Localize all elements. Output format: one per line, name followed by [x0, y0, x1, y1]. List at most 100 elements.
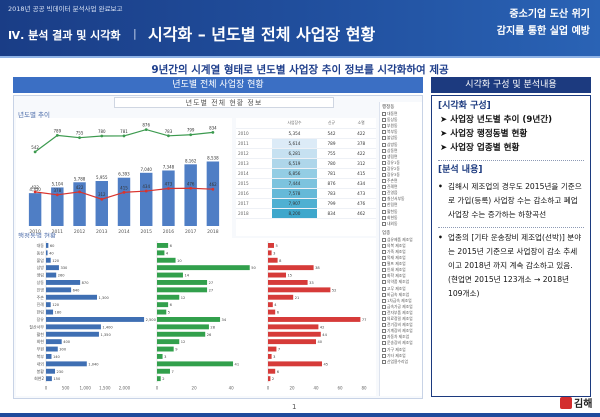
district-bar-label: 9 [175, 348, 178, 352]
filter-item[interactable]: 기계장비 제조업 [382, 328, 420, 334]
checkbox-icon[interactable] [382, 160, 386, 165]
checkbox-icon[interactable] [382, 280, 386, 285]
checkbox-icon[interactable] [382, 347, 386, 352]
filter-item[interactable]: 인쇄 제조업 [382, 267, 420, 273]
checkbox-icon[interactable] [382, 215, 386, 220]
filter-item[interactable]: 운송장비 제조업 [382, 340, 420, 346]
filter-item[interactable]: 가죽 제조업 [382, 249, 420, 255]
checkbox-icon[interactable] [382, 197, 386, 202]
checkbox-icon[interactable] [382, 203, 386, 208]
filter-item[interactable]: 펄프 제조업 [382, 261, 420, 267]
filter-item-label: 의료정밀 제조업 [387, 316, 413, 322]
checkbox-icon[interactable] [382, 237, 386, 242]
filter-item[interactable]: 전자부품 제조업 [382, 310, 420, 316]
checkbox-icon[interactable] [382, 130, 386, 135]
filter-item[interactable]: 회현동 [382, 215, 420, 221]
checkbox-icon[interactable] [382, 353, 386, 358]
filter-item[interactable]: 진례면 [382, 184, 420, 190]
district-label: 한림 [37, 309, 45, 315]
filter-item[interactable]: 가구 제조업 [382, 346, 420, 352]
district-bar-label: 21 [295, 296, 300, 300]
checkbox-icon[interactable] [382, 118, 386, 123]
filter-item[interactable]: 부원동 [382, 123, 420, 129]
checkbox-icon[interactable] [382, 359, 386, 364]
district-bar-label: 3 [273, 355, 275, 359]
checkbox-icon[interactable] [382, 256, 386, 261]
checkbox-icon[interactable] [382, 142, 386, 147]
checkbox-icon[interactable] [382, 112, 386, 117]
checkbox-icon[interactable] [382, 179, 386, 184]
district-bar-label: 50 [251, 266, 256, 270]
district-bar-label: 230 [57, 370, 65, 374]
checkbox-icon[interactable] [382, 191, 386, 196]
checkbox-icon[interactable] [382, 274, 386, 279]
filter-item[interactable]: 화학 제조업 [382, 273, 420, 279]
filter-item[interactable]: 장유3동 [382, 172, 420, 178]
filter-item[interactable]: 섬유제품 제조업 [382, 237, 420, 243]
filter-item-label: 목재 제조업 [387, 255, 406, 261]
filter-item[interactable]: 기타 제조업 [382, 353, 420, 359]
checkbox-icon[interactable] [382, 304, 386, 309]
filter-item[interactable]: 한림면 [382, 202, 420, 208]
checkbox-icon[interactable] [382, 172, 386, 177]
filter-item[interactable]: 북부동 [382, 129, 420, 135]
district-bar-label: 77 [362, 318, 367, 322]
checkbox-icon[interactable] [382, 262, 386, 267]
filter-item[interactable]: 칠산서부동 [382, 196, 420, 202]
checkbox-icon[interactable] [382, 221, 386, 226]
district-chart-label: 행정동별 현황 [18, 232, 56, 240]
filter-item[interactable]: 비금속 제조업 [382, 292, 420, 298]
new-business-label: 780 [98, 129, 106, 134]
filter-item[interactable]: 장유2동 [382, 166, 420, 172]
filter-item[interactable]: 장유1동 [382, 160, 420, 166]
filter-item[interactable]: 삼방동 [382, 141, 420, 147]
filter-item[interactable]: 목재 제조업 [382, 255, 420, 261]
checkbox-icon[interactable] [382, 154, 386, 159]
district-bar-label: 27 [209, 288, 214, 292]
filter-item[interactable]: 금속가공 제조업 [382, 304, 420, 310]
filter-item[interactable]: 주촌면 [382, 178, 420, 184]
filter-item[interactable]: 의약품 제조업 [382, 279, 420, 285]
checkbox-icon[interactable] [382, 329, 386, 334]
checkbox-icon[interactable] [382, 335, 386, 340]
checkbox-icon[interactable] [382, 317, 386, 322]
checkbox-icon[interactable] [382, 292, 386, 297]
filter-item[interactable]: 1차금속 제조업 [382, 298, 420, 304]
filter-item[interactable]: 의복 제조업 [382, 243, 420, 249]
checkbox-icon[interactable] [382, 323, 386, 328]
checkbox-icon[interactable] [382, 286, 386, 291]
trend-bar-label: 7,040 [140, 167, 152, 172]
checkbox-icon[interactable] [382, 341, 386, 346]
trend-bar [140, 172, 153, 226]
filter-item[interactable]: 동상동 [382, 117, 420, 123]
checkbox-icon[interactable] [382, 268, 386, 273]
filter-item[interactable]: 내외동 [382, 221, 420, 227]
filter-item[interactable]: 의료정밀 제조업 [382, 316, 420, 322]
trend-x-tick: 2015 [140, 229, 152, 235]
filter-item[interactable]: 자동차 제조업 [382, 334, 420, 340]
checkbox-icon[interactable] [382, 166, 386, 171]
district-bar-label: 5 [168, 311, 170, 315]
filter-item[interactable]: 생림면 [382, 154, 420, 160]
checkbox-icon[interactable] [382, 124, 386, 129]
filter-item[interactable]: 불암동 [382, 135, 420, 141]
checkbox-icon[interactable] [382, 298, 386, 303]
filter-item-label: 내외동 [387, 220, 398, 226]
filter-item[interactable]: 상동면 [382, 148, 420, 154]
checkbox-icon[interactable] [382, 148, 386, 153]
filter-item[interactable]: 활천동 [382, 209, 420, 215]
checkbox-icon[interactable] [382, 243, 386, 248]
checkbox-icon[interactable] [382, 185, 386, 190]
checkbox-icon[interactable] [382, 209, 386, 214]
filter-item[interactable]: 고무 제조업 [382, 286, 420, 292]
checkbox-icon[interactable] [382, 136, 386, 141]
table-cell: 473 [346, 188, 376, 199]
checkbox-icon[interactable] [382, 250, 386, 255]
filter-item[interactable]: 전기장비 제조업 [382, 322, 420, 328]
filter-item[interactable]: 산업용수리업 [382, 359, 420, 365]
checkbox-icon[interactable] [382, 310, 386, 315]
filter-item[interactable]: 대동면 [382, 111, 420, 117]
filter-item[interactable]: 진영읍 [382, 190, 420, 196]
district-bar-label: 4 [166, 251, 169, 255]
yearly-table: 사업장수 신규 소멸 2010 5,354 542 422 2011 5,614 789 37… [236, 118, 376, 236]
